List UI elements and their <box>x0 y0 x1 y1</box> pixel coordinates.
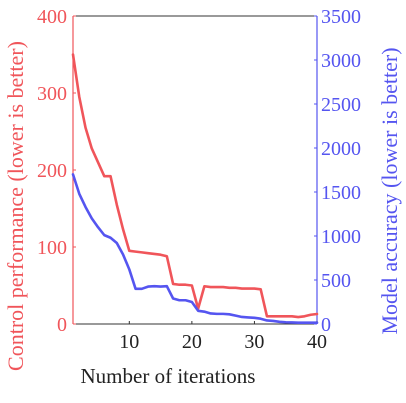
right-tick-label: 1000 <box>321 226 361 248</box>
right-tick-label: 500 <box>321 270 351 292</box>
series-group <box>71 53 319 324</box>
left-axis-label: Control performance (lower is better) <box>3 41 28 371</box>
axes <box>72 15 318 325</box>
control-performance-line <box>71 53 319 319</box>
x-tick-label: 10 <box>119 331 139 353</box>
left-tick-label: 200 <box>37 160 67 182</box>
x-tick-label: 30 <box>244 331 264 353</box>
right-axis-label: Model accuracy (lower is better) <box>377 47 402 334</box>
right-tick-label: 2000 <box>321 138 361 160</box>
model-accuracy-line <box>71 173 319 324</box>
right-tick-label: 3500 <box>321 6 361 28</box>
tick-labels: 0 100 200 300 400 0 500 1000 1500 2000 2500 3000 350… <box>37 6 361 353</box>
x-axis-label: Number of iterations <box>81 364 256 388</box>
left-tick-label: 400 <box>37 6 67 28</box>
right-tick-label: 2500 <box>321 94 361 116</box>
x-tick-label: 40 <box>307 331 327 353</box>
right-tick-label: 3000 <box>321 50 361 72</box>
right-tick-label: 0 <box>321 314 331 336</box>
x-tick-label: 20 <box>182 331 202 353</box>
right-tick-label: 1500 <box>321 182 361 204</box>
left-tick-label: 300 <box>37 83 67 105</box>
left-tick-label: 100 <box>37 237 67 259</box>
left-tick-label: 0 <box>57 314 67 336</box>
